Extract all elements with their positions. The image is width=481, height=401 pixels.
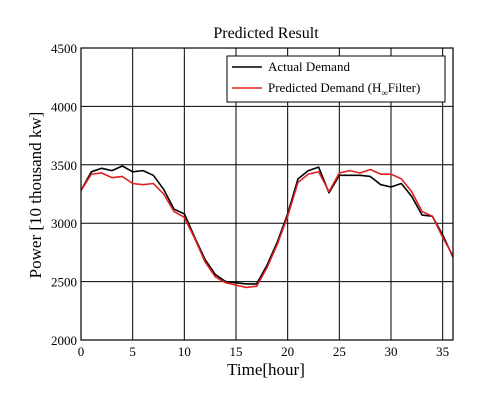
x-axis-label: Time[hour]	[227, 360, 305, 379]
series-lines	[80, 165, 454, 289]
legend-box	[226, 55, 446, 103]
x-tick-label: 15	[230, 344, 243, 359]
x-tick-label: 25	[333, 344, 346, 359]
x-tick-label: 10	[178, 344, 191, 359]
series-line-actual-demand	[80, 165, 454, 285]
y-tick-label: 3500	[51, 158, 77, 173]
legend-label-actual: Actual Demand	[268, 59, 350, 74]
x-tick-label: 5	[129, 344, 136, 359]
y-tick-label: 2000	[51, 333, 77, 348]
legend-label-predicted-tail: Filter)	[388, 80, 421, 95]
y-tick-label: 4000	[51, 99, 77, 114]
legend-label-predicted-subscript: ∞	[381, 88, 387, 98]
legend: Actual Demand Predicted Demand (H∞Filter…	[226, 55, 446, 103]
series-line-predicted-demand	[80, 168, 454, 289]
chart-title: Predicted Result	[213, 25, 319, 42]
y-tick-label: 2500	[51, 275, 77, 290]
y-tick-label: 4500	[51, 41, 77, 56]
y-axis-label: Power [10 thousand kw]	[26, 112, 45, 279]
x-tick-label: 20	[281, 344, 294, 359]
x-tick-label: 0	[78, 344, 85, 359]
legend-label-predicted-main: Predicted Demand (H	[268, 80, 381, 95]
legend-label-predicted: Predicted Demand (H∞Filter)	[268, 80, 420, 98]
x-tick-label: 30	[385, 344, 398, 359]
y-tick-label: 3000	[51, 216, 77, 231]
plot-frame	[80, 47, 454, 341]
tick-labels: 0 5 10 15 20 25 30 35 2000 2500 3000 3500 4000 4500	[51, 41, 449, 359]
x-tick-label: 35	[436, 344, 449, 359]
